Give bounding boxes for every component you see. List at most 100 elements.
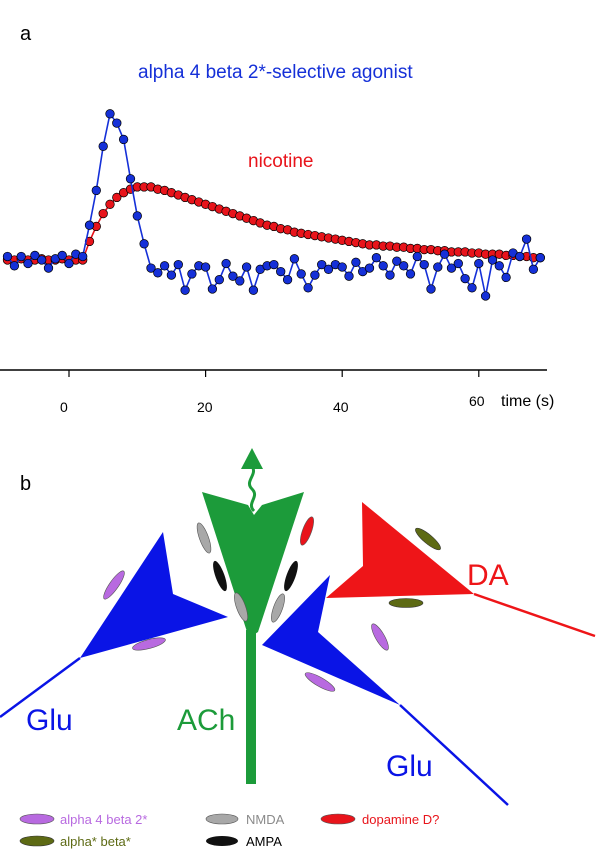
agonist-point xyxy=(187,269,197,279)
output-arrow-icon xyxy=(241,448,263,469)
nicotine-point xyxy=(98,208,108,219)
da-soma xyxy=(326,502,474,598)
legend-alpha-beta-label: alpha* beta* xyxy=(60,834,131,849)
agonist-point xyxy=(235,276,245,286)
glu-left-soma xyxy=(80,532,228,658)
agonist-point xyxy=(344,271,354,281)
agonist-point xyxy=(105,109,115,119)
agonist-point xyxy=(37,255,47,265)
agonist-point xyxy=(480,291,491,301)
legend-ampa-label: AMPA xyxy=(246,834,282,849)
legend-alpha-beta-swatch xyxy=(19,835,55,847)
agonist-point xyxy=(64,258,74,269)
agonist-point xyxy=(412,251,422,262)
agonist-point xyxy=(118,134,129,145)
nmda-receptor-ach-2 xyxy=(234,592,248,622)
agonist-point xyxy=(426,284,436,294)
agonist-point xyxy=(487,255,498,265)
agonist-annotation: alpha 4 beta 2*-selective agonist xyxy=(138,62,413,83)
glu-right-axon xyxy=(399,704,509,806)
agonist-point xyxy=(474,258,484,269)
x-axis-ticks xyxy=(68,370,480,377)
agonist-point xyxy=(9,261,20,271)
legend-a4b2-swatch xyxy=(19,813,55,825)
agonist-point xyxy=(364,263,375,273)
tick-label-1: 0 xyxy=(60,399,68,415)
tick-label-3: 40 xyxy=(333,399,349,415)
glu-left-neuron xyxy=(0,532,228,719)
agonist-series xyxy=(2,109,545,301)
da-neuron xyxy=(326,502,596,638)
tick-label-2: 20 xyxy=(197,399,213,415)
agonist-point xyxy=(337,262,347,272)
agonist-point xyxy=(392,256,402,266)
agonist-point xyxy=(78,251,88,262)
agonist-point xyxy=(166,270,177,280)
agonist-point xyxy=(173,259,183,270)
glu-left-axon xyxy=(0,656,81,719)
agonist-point xyxy=(98,141,108,151)
agonist-point xyxy=(30,250,40,261)
agonist-point xyxy=(159,261,170,271)
agonist-point xyxy=(439,249,450,259)
agonist-point xyxy=(23,258,33,269)
agonist-point xyxy=(460,273,470,284)
legend-dopamine-label: dopamine D? xyxy=(362,812,439,827)
agonist-point xyxy=(84,220,95,230)
glu-right-label: Glu xyxy=(386,750,433,783)
agonist-point xyxy=(112,118,122,128)
legend: alpha 4 beta 2* NMDA dopamine D? alpha* … xyxy=(19,812,439,849)
ach-soma xyxy=(202,492,304,638)
glu-left-label: Glu xyxy=(26,704,73,737)
da-axon xyxy=(473,592,596,638)
ach-axon xyxy=(246,630,256,784)
x-axis-label: time (s) xyxy=(501,393,554,410)
agonist-point xyxy=(221,258,231,269)
a4b2-receptor-glu-left-2 xyxy=(132,637,166,651)
agonist-point xyxy=(207,284,218,294)
nmda-receptor-ach-3 xyxy=(271,593,285,623)
agonist-point xyxy=(535,253,545,263)
agonist-point xyxy=(180,285,190,295)
agonist-point xyxy=(385,270,395,280)
agonist-point xyxy=(91,185,101,196)
agonist-point xyxy=(405,269,416,279)
agonist-point xyxy=(378,261,388,271)
alpha-beta-receptor-da-2 xyxy=(388,598,424,608)
agonist-point xyxy=(467,283,477,293)
agonist-point xyxy=(282,275,293,285)
nmda-receptor-ach-1 xyxy=(196,522,212,554)
agonist-point xyxy=(323,264,334,274)
ach-output-fiber xyxy=(247,465,257,513)
panel-a-plot xyxy=(2,109,545,301)
ach-neuron xyxy=(202,448,304,784)
agonist-point xyxy=(57,250,67,261)
tick-label-0: 60 xyxy=(469,393,485,409)
agonist-point xyxy=(399,261,409,271)
glu-right-neuron xyxy=(262,575,509,806)
agonist-point xyxy=(153,268,163,278)
agonist-point xyxy=(269,259,279,270)
agonist-point xyxy=(16,251,26,262)
dopamine-receptor-ach xyxy=(300,516,314,546)
a4b2-receptor-glu-left-1 xyxy=(103,570,125,600)
receptors xyxy=(103,516,441,692)
agonist-point xyxy=(521,234,532,244)
agonist-point xyxy=(228,271,238,281)
panel-b-label: b xyxy=(20,473,31,495)
a4b2-receptor-glu-right-1 xyxy=(371,623,389,651)
agonist-point xyxy=(125,174,136,184)
agonist-point xyxy=(276,266,286,277)
agonist-point xyxy=(289,254,300,264)
legend-nmda-swatch xyxy=(205,813,239,825)
ampa-receptor-ach-1 xyxy=(213,560,227,592)
glu-right-soma xyxy=(262,575,400,705)
agonist-point xyxy=(241,262,252,272)
agonist-point xyxy=(2,251,13,262)
agonist-point xyxy=(146,263,156,273)
nicotine-point xyxy=(105,199,115,209)
panel-a-label: a xyxy=(20,23,32,45)
agonist-point xyxy=(139,239,149,249)
nicotine-annotation: nicotine xyxy=(248,151,314,172)
agonist-point xyxy=(371,253,382,263)
